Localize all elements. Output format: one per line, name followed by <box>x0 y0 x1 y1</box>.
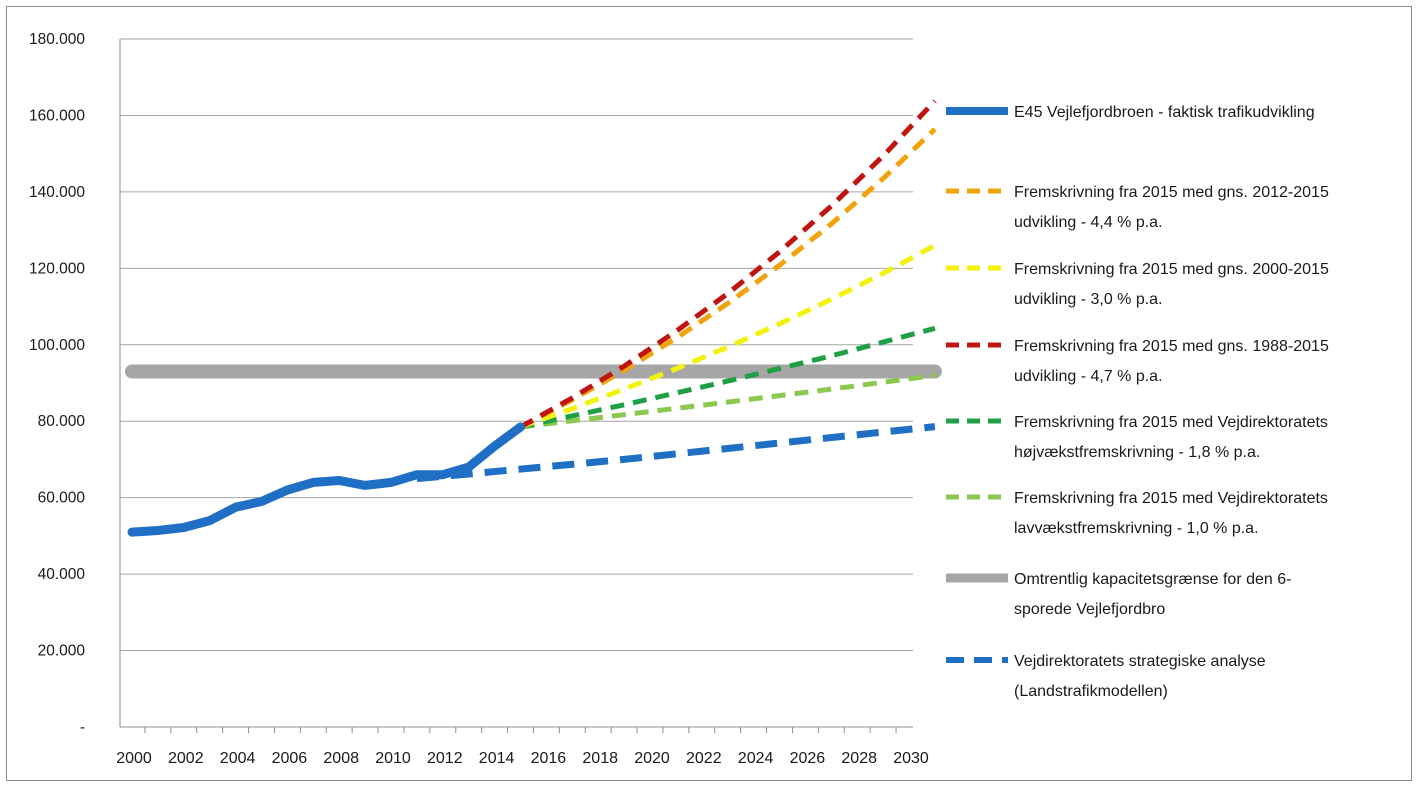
legend-label-7-line-0: Vejdirektoratets strategiske analyse <box>1014 653 1266 670</box>
legend-label-6-line-1: sporede Vejlefjordbro <box>1014 601 1165 618</box>
series-line-3 <box>519 99 937 430</box>
x-tick-label: 2008 <box>323 750 359 767</box>
x-tick-label: 2030 <box>893 750 929 767</box>
y-tick-label: 40.000 <box>38 566 86 583</box>
legend-label-0: E45 Vejlefjordbroen - faktisk trafikudvi… <box>1014 104 1315 121</box>
legend-label-1-line-0: Fremskrivning fra 2015 med gns. 2012-201… <box>1014 184 1329 201</box>
y-tick-label: 120.000 <box>29 260 85 277</box>
y-tick-label: 20.000 <box>38 643 86 660</box>
x-tick-label: 2018 <box>582 750 618 767</box>
legend-label-3-line-0: Fremskrivning fra 2015 med gns. 1988-201… <box>1014 338 1329 355</box>
legend-label-5-line-1: lavvækstfremskrivning - 1,0 % p.a. <box>1014 520 1259 537</box>
chart-frame <box>6 6 1412 781</box>
x-tick-label: 2002 <box>168 750 204 767</box>
x-tick-label: 2012 <box>427 750 463 767</box>
legend: E45 Vejlefjordbroen - faktisk trafikudvi… <box>946 104 1329 700</box>
gridlines <box>120 38 913 652</box>
y-tick-label: 80.000 <box>38 413 86 430</box>
x-tick-label: 2014 <box>479 750 515 767</box>
y-tick-label: 100.000 <box>29 337 85 354</box>
y-tick-label: 180.000 <box>29 31 85 48</box>
series-line-2 <box>519 243 937 430</box>
x-tick-label: 2004 <box>220 750 256 767</box>
legend-label-1-line-1: udvikling - 4,4 % p.a. <box>1014 214 1163 231</box>
x-tick-label: 2026 <box>790 750 826 767</box>
y-tick-label: - <box>80 719 85 736</box>
series-line-4 <box>519 325 936 430</box>
x-tick-label: 2020 <box>634 750 670 767</box>
x-tick-label: 2022 <box>686 750 722 767</box>
x-tick-label: 2028 <box>841 750 877 767</box>
legend-label-3-line-1: udvikling - 4,7 % p.a. <box>1014 368 1163 385</box>
legend-label-6-line-0: Omtrentlig kapacitetsgrænse for den 6- <box>1014 571 1291 588</box>
legend-label-4-line-1: højvækstfremskrivning - 1,8 % p.a. <box>1014 444 1260 461</box>
y-tick-label: 160.000 <box>29 107 85 124</box>
x-tick-label: 2006 <box>272 750 308 767</box>
legend-label-5-line-0: Fremskrivning fra 2015 med Vejdirektorat… <box>1014 490 1328 507</box>
legend-label-4-line-0: Fremskrivning fra 2015 med Vejdirektorat… <box>1014 414 1328 431</box>
y-tick-label: 60.000 <box>38 490 86 507</box>
series-lines <box>125 99 942 537</box>
x-tick-label: 2010 <box>375 750 411 767</box>
series-line-5 <box>520 372 936 430</box>
x-tick-label: 2024 <box>738 750 774 767</box>
legend-label-2-line-0: Fremskrivning fra 2015 med gns. 2000-201… <box>1014 261 1329 278</box>
legend-label-7-line-1: (Landstrafikmodellen) <box>1014 683 1168 700</box>
series-line-0 <box>127 422 525 537</box>
legend-label-2-line-1: udvikling - 3,0 % p.a. <box>1014 291 1163 308</box>
y-tick-label: 140.000 <box>29 184 85 201</box>
series-line-7 <box>416 423 936 483</box>
x-tick-label: 2000 <box>116 750 152 767</box>
axes: - 20.000 40.000 60.000 80.000 100.000 120.000 1… <box>29 31 929 767</box>
x-tick-label: 2016 <box>531 750 567 767</box>
